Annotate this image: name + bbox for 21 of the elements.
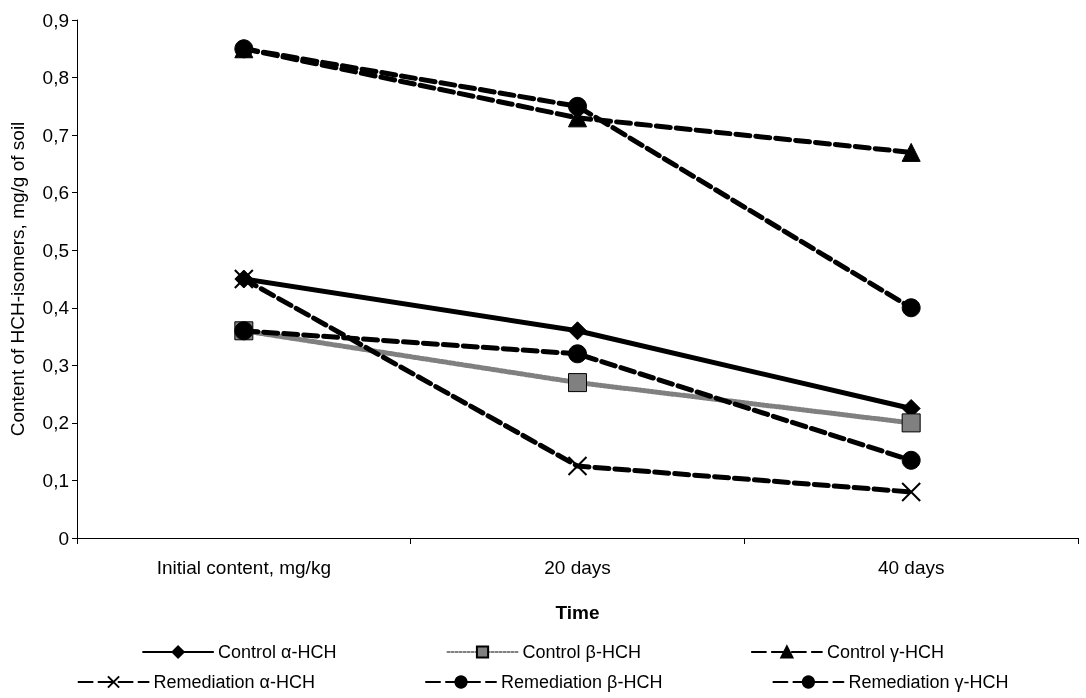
legend-label: Remediation β-HCH (501, 672, 663, 692)
y-tick-label: 0,6 (42, 182, 69, 204)
y-tick-label: 0,4 (42, 297, 70, 319)
x-axis-title: Time (555, 602, 600, 623)
y-tick-label: 0,7 (42, 124, 69, 146)
legend-label: Remediation α-HCH (153, 672, 316, 692)
y-tick-label: 0 (58, 527, 69, 549)
x-tick-label: 40 days (877, 557, 945, 578)
legend-label: Control β-HCH (522, 642, 641, 662)
y-tick-label: 0,8 (42, 67, 69, 89)
y-axis-title: Content of HCH-isomers, mg/g of soil (7, 121, 28, 437)
legend-label: Control α-HCH (218, 642, 337, 662)
y-tick-label: 0,2 (42, 412, 69, 434)
legend-label: Remediation γ-HCH (848, 672, 1009, 692)
x-tick-label: Initial content, mg/kg (156, 557, 331, 578)
y-tick-label: 0,9 (42, 9, 69, 31)
y-tick-label: 0,1 (42, 469, 69, 491)
x-tick-label: 20 days (544, 557, 611, 578)
legend-label: Control γ-HCH (826, 642, 944, 662)
y-tick-label: 0,5 (42, 239, 69, 261)
y-tick-label: 0,3 (42, 354, 69, 376)
